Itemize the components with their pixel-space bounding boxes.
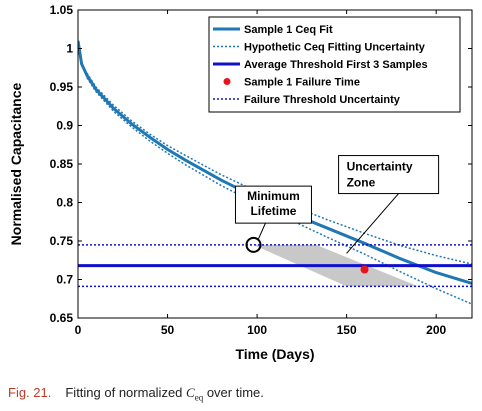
- legend-label: Average Threshold First 3 Samples: [244, 59, 428, 71]
- legend-entry: Average Threshold First 3 Samples: [213, 59, 428, 71]
- minimum-lifetime-label: Minimum: [247, 189, 300, 203]
- legend-label: Sample 1 Ceq Fit: [244, 24, 333, 36]
- uncertainty-zone-box: [338, 155, 440, 195]
- minimum-lifetime-box: [234, 185, 312, 224]
- chart: 0 50 100 150 200 0.65 0.7 0.75 0.8 0.85 0.9 0.95 1 1.…: [8, 3, 473, 362]
- legend-label: Failure Threshold Uncertainty: [244, 94, 401, 106]
- minimum-lifetime-arrow: [258, 222, 266, 240]
- y-tick-label: 0.85: [50, 157, 74, 171]
- uncertainty-zone-arrow: [346, 193, 399, 254]
- x-tick-label: 50: [161, 323, 175, 337]
- figure-label: Fig. 21.: [8, 385, 52, 400]
- legend-entry: Failure Threshold Uncertainty: [213, 94, 401, 106]
- uncertainty-zone-label: Zone: [347, 176, 376, 190]
- legend-label: Sample 1 Failure Time: [244, 77, 360, 89]
- y-tick-label: 1.05: [50, 3, 74, 17]
- x-tick-label: 100: [247, 323, 267, 337]
- y-tick-label: 1: [66, 42, 73, 56]
- legend-box: [208, 16, 461, 113]
- math-symbol: C: [186, 385, 195, 400]
- legend-label: Hypothetic Ceq Fitting Uncertainty: [244, 42, 426, 54]
- y-tick-label: 0.65: [50, 311, 74, 325]
- legend-entry: Sample 1 Ceq Fit: [213, 24, 333, 36]
- y-axis-title: Normalised Capacitance: [8, 82, 24, 245]
- figure-caption: Fig. 21. Fitting of normalized Ceq over t…: [8, 385, 264, 403]
- legend-entry: Sample 1 Failure Time: [223, 77, 360, 89]
- series-line-0: [78, 40, 472, 285]
- x-tick-label: 200: [426, 323, 446, 337]
- legend-swatch: [223, 78, 231, 85]
- legend-entry: Hypothetic Ceq Fitting Uncertainty: [213, 42, 426, 54]
- uncertainty-zone-label: Uncertainty: [347, 160, 413, 174]
- x-tick-label: 150: [337, 323, 357, 337]
- y-tick-label: 0.75: [50, 234, 74, 248]
- y-tick-label: 0.7: [56, 273, 73, 287]
- x-tick-label: 0: [75, 323, 82, 337]
- x-axis-title: Time (Days): [235, 346, 314, 362]
- y-tick-label: 0.95: [50, 80, 74, 94]
- minimum-lifetime-marker: [245, 236, 262, 253]
- math-subscript: eq: [194, 392, 204, 403]
- y-tick-label: 0.9: [56, 119, 73, 133]
- caption-math-symbol: Ceq: [186, 385, 204, 403]
- y-tick-label: 0.8: [56, 196, 73, 210]
- caption-text-after: over time.: [203, 385, 264, 400]
- caption-text-before: Fitting of normalized: [65, 385, 187, 400]
- minimum-lifetime-label: Lifetime: [250, 204, 296, 218]
- failure-point-0: [360, 265, 369, 274]
- legend: Sample 1 Ceq Fit Hypothetic Ceq Fitting U…: [208, 16, 461, 113]
